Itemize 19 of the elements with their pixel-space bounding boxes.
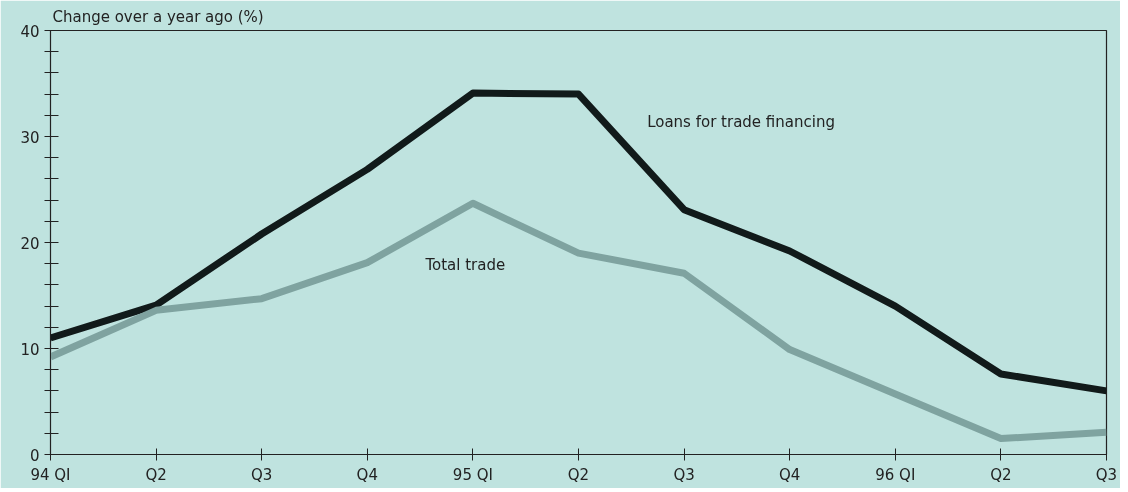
x-tick-label: Q3 bbox=[1095, 465, 1118, 484]
x-tick-label: 94 QI bbox=[30, 465, 71, 484]
x-tick-label: Q2 bbox=[990, 465, 1012, 484]
series-label: Total trade bbox=[424, 256, 506, 275]
y-tick-label: 0 bbox=[29, 446, 40, 465]
series-label: Loans for trade financing bbox=[647, 113, 835, 132]
x-tick-label: Q3 bbox=[673, 465, 695, 484]
x-tick-label: Q4 bbox=[356, 465, 378, 484]
y-axis-title: Change over a year ago (%) bbox=[52, 7, 264, 26]
x-tick-label: Q4 bbox=[779, 465, 801, 484]
x-tick-label: 95 QI bbox=[452, 465, 493, 484]
y-tick-label: 40 bbox=[20, 22, 40, 41]
x-tick-label: Q2 bbox=[145, 465, 167, 484]
y-tick-label: 20 bbox=[20, 234, 40, 253]
y-tick-label: 30 bbox=[20, 128, 40, 147]
y-tick-label: 10 bbox=[20, 340, 40, 359]
x-tick-label: 96 QI bbox=[875, 465, 916, 484]
x-tick-label: Q3 bbox=[251, 465, 273, 484]
x-tick-label: Q2 bbox=[567, 465, 590, 484]
